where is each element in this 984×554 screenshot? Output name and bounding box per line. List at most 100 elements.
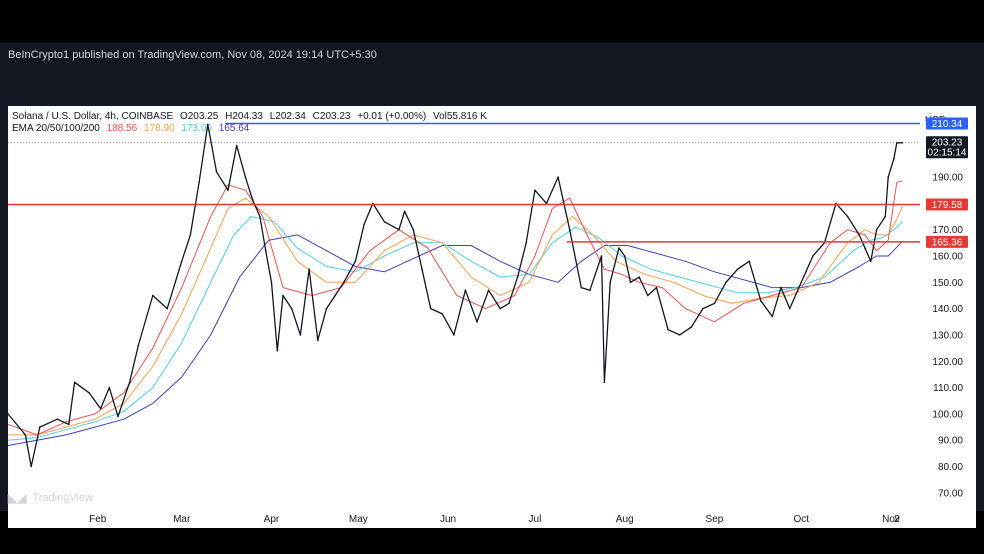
price-point: [702, 307, 704, 310]
price-point: [363, 223, 365, 226]
price-point: [299, 334, 302, 336]
level-tag-1: [926, 198, 968, 211]
price-point: [244, 176, 247, 178]
y-tick-label-5: 120.00: [932, 357, 963, 368]
price-point: [453, 334, 455, 336]
ohlc-open: O203.25: [179, 111, 219, 122]
level-label-2: 165.36: [932, 237, 963, 248]
price-point: [771, 315, 774, 318]
price-point: [354, 260, 357, 263]
price-point: [525, 242, 527, 244]
x-tick-label-2: Apr: [264, 514, 280, 525]
level-tag-0: [926, 117, 968, 130]
ema-label: EMA 20/50/100/200: [12, 123, 100, 134]
publisher-line: BeInCrypto1 published on TradingView.com…: [8, 49, 377, 61]
price-point: [88, 392, 90, 394]
price-point: [308, 268, 310, 270]
x-tick-label-6: Aug: [616, 514, 634, 525]
price-point: [39, 426, 41, 428]
price-point: [259, 215, 261, 218]
y-tick-label-0: 70.00: [938, 488, 963, 499]
price-point: [534, 189, 536, 191]
y-tick-label-6: 130.00: [932, 330, 963, 341]
price-point: [580, 286, 583, 289]
ema50-value: 178.90: [144, 123, 175, 134]
price-point: [24, 434, 27, 436]
price-point: [250, 194, 252, 197]
ohlc-low: L202.34: [269, 111, 306, 122]
price-point: [128, 381, 131, 384]
price-point: [875, 228, 878, 231]
price-point: [647, 294, 649, 297]
price-point: [383, 221, 386, 223]
price-point: [99, 407, 102, 410]
y-tick-label-2: 90.00: [938, 436, 963, 447]
y-tick-label-4: 110.00: [933, 383, 963, 394]
symbol-title: Solana / U.S. Dollar, 4h, COINBASE: [12, 111, 174, 122]
price-point: [516, 276, 519, 278]
price-point: [343, 281, 345, 284]
chart-area[interactable]: Solana / U.S. Dollar, 4h, COINBASE O203.…: [8, 106, 976, 528]
x-tick-label-8: Oct: [794, 514, 810, 525]
y-tick-label-10: 170.00: [932, 225, 963, 236]
price-point: [638, 276, 640, 278]
tradingview-brand: TradingView: [32, 492, 94, 504]
price-point: [198, 181, 200, 184]
price-point: [180, 260, 183, 263]
price-point: [421, 268, 423, 270]
price-point: [629, 281, 632, 284]
tradingview-footer[interactable]: ◣◢ TradingView: [8, 491, 93, 505]
symbol-legend: Solana / U.S. Dollar, 4h, COINBASE O203.…: [12, 111, 491, 122]
y-tick-label-1: 80.00: [938, 462, 963, 473]
price-point: [618, 247, 620, 249]
price-point: [748, 260, 750, 263]
price-point: [870, 260, 872, 263]
price-point: [864, 247, 866, 249]
price-point: [282, 294, 284, 297]
price-point: [713, 302, 716, 305]
price-point: [800, 281, 803, 284]
price-point: [780, 286, 782, 289]
chart-frame: BeInCrypto1 published on TradingView.com…: [0, 43, 984, 528]
x-tick-label-10: 2: [894, 514, 900, 525]
price-point: [812, 255, 814, 257]
price-point: [464, 289, 467, 291]
series-line-ema50: [8, 197, 904, 436]
level-tag-2: [926, 235, 968, 248]
price-point: [8, 413, 9, 415]
x-tick-label-0: Feb: [89, 514, 107, 525]
price-chart: 70.00 80.00 90.00 100.00 110.00 120.00 130.00 1…: [8, 117, 968, 525]
price-point: [499, 307, 502, 310]
x-tick-label-9: Nov: [882, 514, 900, 525]
price-point: [215, 171, 218, 173]
y-tick-label-7: 140.00: [932, 304, 963, 315]
level-label-3: 203.23: [932, 138, 963, 149]
ohlc-change: +0.01 (+0.00%): [357, 111, 427, 122]
series-line-price: [8, 123, 903, 468]
price-point: [264, 249, 267, 252]
series-line-ema20: [8, 180, 903, 436]
price-point: [736, 268, 739, 270]
price-point: [623, 255, 626, 257]
y-tick-label-8: 150.00: [932, 278, 963, 289]
price-point: [56, 418, 58, 421]
price-point: [557, 176, 559, 178]
price-point: [117, 415, 119, 418]
level-label-0: 210.34: [932, 119, 963, 130]
price-point: [108, 386, 111, 389]
price-point: [487, 289, 490, 291]
price-point: [603, 381, 606, 384]
ema100-value: 173.00: [181, 123, 212, 134]
price-point: [325, 307, 328, 310]
price-point: [725, 281, 727, 284]
price-point: [476, 321, 478, 323]
ema-legend: EMA 20/50/100/200 188.56 178.90 173.00 1…: [12, 123, 253, 134]
volume: Vol55.816 K: [432, 111, 487, 122]
price-point: [690, 326, 693, 328]
price-point: [30, 465, 32, 468]
ema20-value: 188.56: [106, 123, 138, 134]
price-point: [846, 215, 849, 218]
price-point: [276, 349, 279, 352]
price-point: [655, 286, 658, 289]
level-label-1: 179.58: [932, 200, 963, 211]
